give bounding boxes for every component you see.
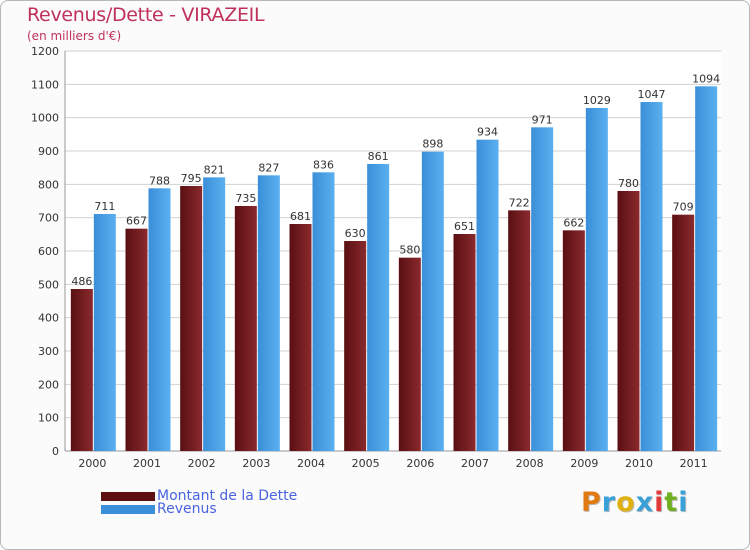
logo-letter: i [678, 487, 689, 518]
logo-letter: r [601, 487, 617, 518]
x-tick-label: 2005 [352, 457, 380, 470]
data-label: 898 [422, 138, 443, 151]
y-tick-label: 1200 [31, 45, 59, 58]
data-label: 788 [149, 174, 170, 187]
bar-debt [70, 289, 93, 451]
y-tick-label: 1000 [31, 112, 59, 125]
logo-letter: x [635, 487, 655, 518]
bar-debt [453, 234, 476, 451]
bar-debt [180, 186, 203, 451]
data-label: 580 [399, 244, 420, 257]
legend-swatch-revenue [101, 505, 155, 514]
bar-revenue [148, 188, 171, 452]
x-tick-label: 2011 [680, 457, 708, 470]
bar-revenue [203, 177, 226, 452]
data-label: 934 [477, 126, 498, 139]
data-label: 795 [181, 172, 202, 185]
data-label: 667 [126, 215, 147, 228]
bar-revenue [531, 127, 554, 451]
bar-debt [125, 228, 148, 451]
x-tick-label: 2007 [461, 457, 489, 470]
x-tick-label: 2004 [297, 457, 325, 470]
y-tick-label: 800 [38, 178, 59, 191]
logo-letter: P [581, 487, 602, 518]
data-label: 1047 [638, 88, 666, 101]
data-label: 780 [618, 177, 639, 190]
proxiti-logo: Proxiti [581, 487, 689, 518]
legend-label-revenue: Revenus [157, 501, 217, 517]
data-label: 486 [71, 275, 92, 288]
data-label: 836 [313, 158, 334, 171]
bar-revenue [367, 164, 390, 451]
y-tick-label: 900 [38, 145, 59, 158]
data-label: 630 [345, 227, 366, 240]
bar-revenue [695, 86, 718, 451]
bar-revenue [421, 151, 444, 451]
x-tick-label: 2000 [78, 457, 106, 470]
data-label: 662 [563, 216, 584, 229]
y-tick-label: 0 [52, 445, 59, 458]
data-label: 681 [290, 210, 311, 223]
y-tick-label: 600 [38, 245, 59, 258]
legend-swatch-debt [101, 492, 155, 501]
x-tick-label: 2003 [242, 457, 270, 470]
bar-debt [562, 230, 585, 451]
bar-revenue [257, 175, 280, 452]
bar-revenue [312, 172, 335, 452]
x-tick-label: 2006 [406, 457, 434, 470]
logo-letter: o [616, 487, 636, 518]
bar-revenue [93, 214, 116, 451]
bar-revenue [585, 108, 608, 451]
bar-debt [234, 206, 257, 451]
data-label: 711 [94, 200, 115, 213]
bar-debt [398, 257, 421, 451]
data-label: 735 [235, 192, 256, 205]
bar-debt [289, 224, 312, 451]
data-label: 827 [258, 161, 279, 174]
bar-revenue [640, 102, 663, 451]
y-tick-label: 1100 [31, 78, 59, 91]
x-tick-label: 2010 [625, 457, 653, 470]
x-tick-label: 2008 [516, 457, 544, 470]
data-label: 861 [368, 150, 389, 163]
bar-debt [617, 191, 640, 451]
bar-revenue [476, 139, 499, 451]
x-tick-label: 2001 [133, 457, 161, 470]
y-tick-label: 300 [38, 345, 59, 358]
y-tick-label: 200 [38, 378, 59, 391]
y-tick-label: 700 [38, 212, 59, 225]
bar-debt [508, 210, 531, 451]
data-label: 709 [673, 201, 694, 214]
data-label: 821 [204, 163, 225, 176]
logo-letter: i [654, 487, 665, 518]
data-label: 1094 [692, 72, 720, 85]
chart-subtitle: (en milliers d'€) [27, 29, 122, 43]
data-label: 651 [454, 220, 475, 233]
chart-title: Revenus/Dette - VIRAZEIL [27, 4, 265, 26]
data-label: 1029 [583, 94, 611, 107]
x-tick-label: 2002 [188, 457, 216, 470]
x-tick-label: 2009 [570, 457, 598, 470]
y-tick-label: 500 [38, 278, 59, 291]
y-tick-label: 400 [38, 312, 59, 325]
legend-label-debt: Montant de la Dette [157, 488, 298, 504]
logo-letter: t [664, 487, 679, 518]
bar-debt [344, 241, 367, 451]
bar-debt [672, 214, 695, 451]
y-tick-label: 100 [38, 412, 59, 425]
data-label: 971 [532, 113, 553, 126]
data-label: 722 [509, 196, 530, 209]
